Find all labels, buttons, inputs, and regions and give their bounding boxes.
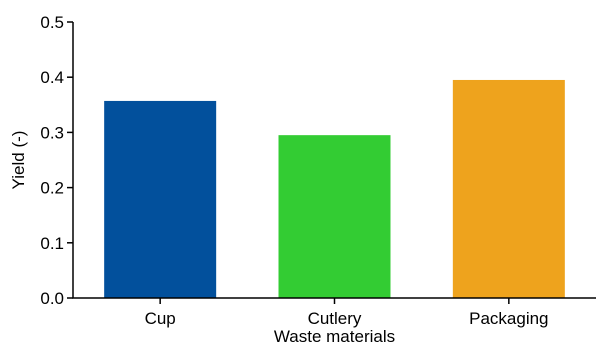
y-tick-label: 0.2 — [40, 179, 64, 198]
y-tick-label: 0.4 — [40, 68, 64, 87]
bars — [104, 79, 565, 299]
y-tick-label: 0.3 — [40, 123, 64, 142]
axis-lines — [72, 22, 596, 299]
x-tick-label: Packaging — [469, 309, 548, 328]
y-axis-ticks: 0.0 0.1 0.2 0.3 0.4 0.5 — [40, 13, 73, 308]
x-tick-label: Cutlery — [308, 309, 362, 328]
y-tick-label: 0.5 — [40, 13, 64, 32]
bar-packaging — [452, 79, 565, 299]
y-tick-label: 0.0 — [40, 289, 64, 308]
y-tick-label: 0.1 — [40, 234, 64, 253]
bar-cutlery — [278, 135, 391, 298]
x-axis-ticks: Cup Cutlery Packaging — [145, 298, 549, 328]
y-axis-label: Yield (-) — [9, 131, 28, 190]
x-axis-label: Waste materials — [274, 327, 395, 346]
x-tick-label: Cup — [145, 309, 176, 328]
bar-cup — [104, 100, 217, 298]
